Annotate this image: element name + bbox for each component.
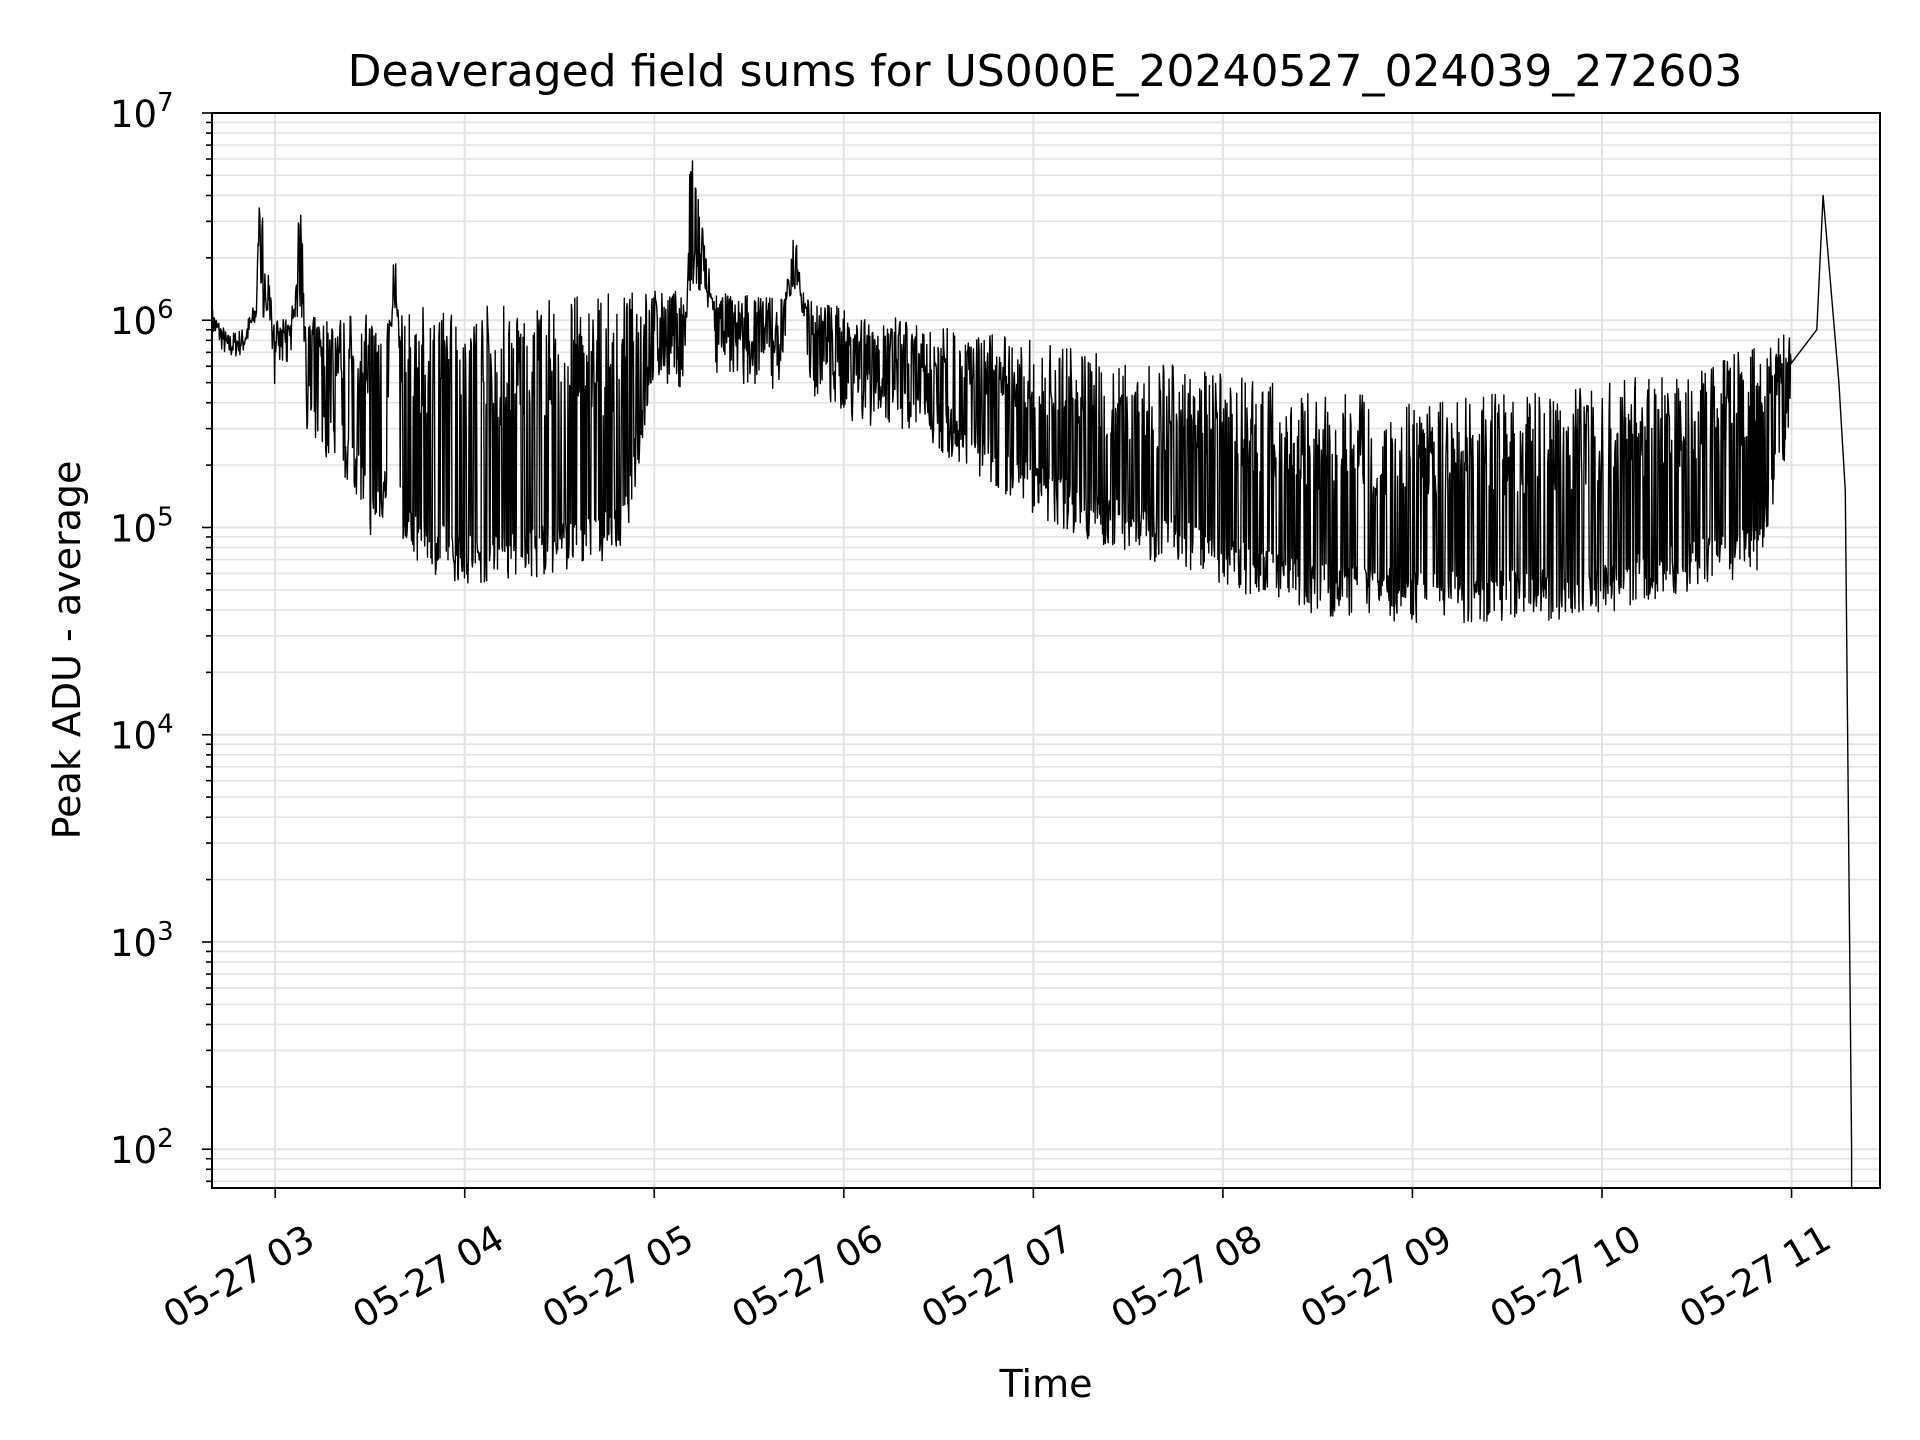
y-tick-label: 105: [110, 502, 174, 550]
chart-title: Deaveraged field sums for US000E_2024052…: [348, 46, 1743, 97]
series-layer: [212, 160, 1853, 1188]
y-tick-label: 106: [110, 295, 174, 343]
y-tick-label: 103: [110, 917, 174, 965]
y-tick-label: 102: [110, 1124, 174, 1172]
y-axis-label: Peak ADU - average: [45, 461, 89, 840]
y-tick-label: 104: [110, 710, 174, 758]
y-axis: 102 103 104 105 106 107: [110, 88, 212, 1183]
x-axis-label: Time: [999, 1362, 1093, 1406]
y-tick-label: 107: [110, 88, 174, 136]
plot-frame: [211, 112, 1881, 1189]
series-line: [212, 160, 1853, 1188]
major-gridlines: [212, 112, 1880, 1188]
